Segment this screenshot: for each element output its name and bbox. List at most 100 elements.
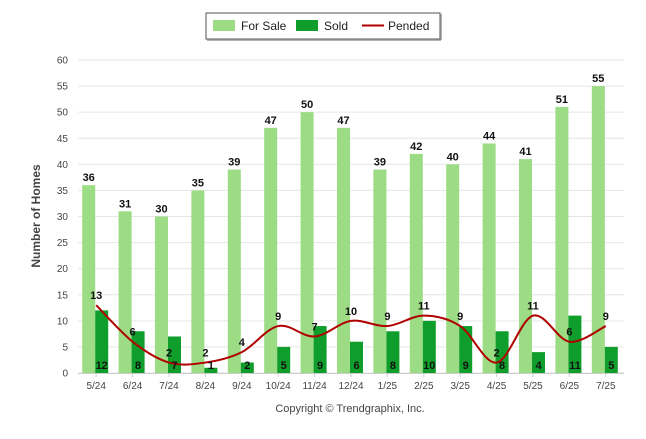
legend-label-sold: Sold: [324, 19, 348, 33]
y-tick-label-10: 10: [57, 316, 69, 327]
y-axis-title: Number of Homes: [29, 164, 43, 268]
pended-line: [95, 304, 607, 366]
bar-for-sale-6/24: [118, 211, 132, 373]
legend-swatch-sold: [296, 20, 318, 31]
label-pended-6/25: 6: [566, 327, 572, 339]
label-for-sale-9/24: 39: [228, 157, 240, 169]
y-tick-label-35: 35: [57, 186, 69, 197]
y-tick-label-0: 0: [62, 369, 68, 380]
bar-for-sale-3/25: [446, 164, 460, 373]
y-tick-label-45: 45: [57, 134, 69, 145]
label-pended-2/25: 11: [418, 301, 430, 313]
label-pended-9/24: 4: [239, 337, 246, 349]
copyright-footer: Copyright © Trendgraphix, Inc.: [275, 403, 424, 415]
bar-for-sale-10/24: [264, 127, 278, 373]
y-tick-label-55: 55: [57, 82, 69, 93]
x-tick-label-7/25: 7/25: [596, 381, 616, 392]
label-sold-6/24: 8: [135, 360, 141, 372]
label-pended-5/25: 11: [527, 301, 539, 313]
bar-for-sale-5/25: [519, 159, 532, 373]
x-tick-label-7/24: 7/24: [159, 381, 179, 392]
bar-for-sale-7/24: [155, 216, 168, 373]
bar-sold-6/25: [568, 315, 582, 373]
label-pended-12/24: 10: [345, 306, 357, 318]
label-pended-5/24: 13: [90, 290, 102, 302]
label-pended-7/24: 2: [166, 348, 172, 360]
label-for-sale-5/25: 41: [519, 146, 531, 158]
y-tick-label-25: 25: [57, 238, 69, 249]
y-tick-label-30: 30: [57, 212, 69, 223]
x-axis-ticks: 5/24 6/24 7/24 8/24 9/24 10/24 11/24 12/24 1/25 2…: [86, 373, 616, 392]
label-pended-10/24: 9: [275, 311, 281, 323]
x-tick-label-8/24: 8/24: [196, 381, 216, 392]
x-tick-label-9/24: 9/24: [232, 381, 252, 392]
legend-label-pended: Pended: [388, 19, 429, 33]
label-sold-5/24: 12: [96, 360, 108, 372]
bar-sold-7/25: [604, 346, 618, 373]
label-sold-2/25: 10: [423, 360, 435, 372]
y-tick-label-5: 5: [62, 342, 68, 353]
bar-for-sale-12/24: [337, 127, 350, 373]
label-for-sale-4/25: 44: [483, 130, 496, 142]
bar-for-sale-6/25: [555, 106, 569, 373]
x-tick-label-4/25: 4/25: [487, 381, 507, 392]
label-for-sale-7/25: 55: [592, 73, 604, 85]
bar-for-sale-1/25: [373, 169, 387, 373]
label-for-sale-2/25: 42: [410, 141, 422, 153]
label-for-sale-6/24: 31: [119, 198, 131, 210]
x-tick-label-1/25: 1/25: [378, 381, 398, 392]
label-pended-8/24: 2: [202, 348, 208, 360]
label-pended-6/24: 6: [130, 327, 136, 339]
label-pended-4/25: 2: [494, 348, 500, 360]
label-for-sale-1/25: 39: [374, 157, 386, 169]
label-pended-11/24: 7: [312, 321, 318, 333]
label-pended-1/25: 9: [384, 311, 390, 323]
x-tick-label-6/25: 6/25: [560, 381, 580, 392]
bar-for-sale-4/25: [482, 143, 496, 373]
bar-sold-1/25: [386, 331, 400, 373]
bar-sold-10/24: [277, 346, 291, 373]
bar-sold-2/25: [422, 320, 436, 373]
y-axis-ticks: 0 5 10 15 20 25 30 35 40 45 50 55 60: [57, 56, 69, 380]
y-tick-label-20: 20: [57, 264, 69, 275]
y-tick-label-40: 40: [57, 160, 69, 171]
bar-sold-11/24: [313, 326, 327, 373]
label-sold-12/24: 6: [353, 360, 359, 372]
x-tick-label-10/24: 10/24: [266, 381, 291, 392]
bar-sold-6/24: [131, 331, 145, 373]
label-for-sale-3/25: 40: [447, 151, 459, 163]
label-for-sale-5/24: 36: [83, 172, 95, 184]
y-tick-label-15: 15: [57, 290, 69, 301]
bar-for-sale-2/25: [409, 153, 423, 373]
x-tick-label-3/25: 3/25: [450, 381, 470, 392]
x-tick-label-11/24: 11/24: [302, 381, 327, 392]
bar-for-sale-5/24: [82, 185, 96, 373]
legend: For Sale Sold Pended: [205, 12, 442, 41]
bar-sold-9/24: [240, 362, 254, 373]
legend-frame: [205, 12, 441, 40]
legend-swatch-for-sale: [213, 20, 235, 31]
label-for-sale-12/24: 47: [337, 115, 349, 127]
label-for-sale-11/24: 50: [301, 99, 313, 111]
label-sold-1/25: 8: [390, 360, 396, 372]
label-sold-3/25: 9: [463, 360, 469, 372]
label-sold-11/24: 9: [317, 360, 323, 372]
bar-sold-8/24: [204, 367, 218, 373]
bar-sold-3/25: [459, 326, 473, 373]
label-for-sale-8/24: 35: [192, 177, 204, 189]
bar-sold-5/25: [532, 352, 545, 373]
bar-for-sale-9/24: [227, 169, 241, 373]
legend-label-for-sale: For Sale: [241, 19, 287, 33]
label-sold-5/25: 4: [535, 360, 542, 372]
bar-for-sale-8/24: [191, 190, 205, 373]
bar-sold-5/24: [95, 310, 109, 373]
bars: [82, 86, 618, 374]
label-for-sale-7/24: 30: [155, 204, 167, 216]
label-sold-8/24: 1: [208, 360, 214, 372]
data-labels: 3612318307351392475509476398421040944841…: [83, 73, 615, 372]
label-for-sale-6/25: 51: [556, 94, 568, 106]
label-sold-9/24: 2: [244, 360, 250, 372]
pended-line-layer: [95, 304, 607, 366]
